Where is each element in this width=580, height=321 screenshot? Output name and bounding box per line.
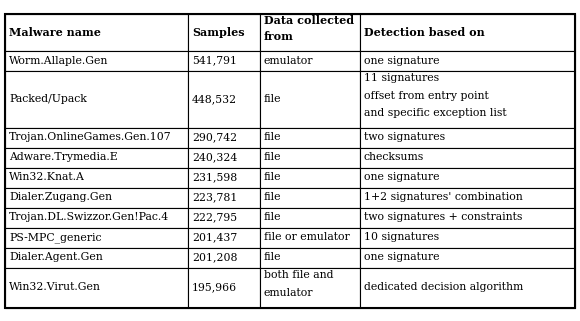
Text: 223,781: 223,781 [192, 193, 237, 203]
Bar [5, 127, 188, 148]
Text: Dialer.Agent.Gen: Dialer.Agent.Gen [9, 253, 103, 263]
Bar [5, 13, 188, 50]
Text: checksums: checksums [364, 152, 424, 162]
Text: dedicated decision algorithm: dedicated decision algorithm [364, 282, 523, 292]
Bar [188, 50, 260, 71]
Bar [360, 247, 575, 267]
Text: one signature: one signature [364, 253, 440, 263]
Text: both file and: both file and [264, 270, 334, 280]
Text: Adware.Trymedia.E: Adware.Trymedia.E [9, 152, 118, 162]
Text: and specific exception list: and specific exception list [364, 108, 506, 118]
Text: two signatures + constraints: two signatures + constraints [364, 213, 523, 222]
Bar [360, 228, 575, 247]
Text: 201,208: 201,208 [192, 253, 237, 263]
Text: 10 signatures: 10 signatures [364, 232, 439, 242]
Bar [360, 187, 575, 207]
Bar [188, 228, 260, 247]
Bar [360, 71, 575, 127]
Bar [188, 187, 260, 207]
Text: 231,598: 231,598 [192, 172, 237, 183]
Bar [360, 207, 575, 228]
Text: 1+2 signatures' combination: 1+2 signatures' combination [364, 193, 523, 203]
Bar [360, 13, 575, 50]
Text: file: file [264, 172, 281, 183]
Text: PS-MPC_generic: PS-MPC_generic [9, 232, 101, 243]
Bar [188, 71, 260, 127]
Bar [5, 187, 188, 207]
Text: emulator: emulator [264, 288, 314, 298]
Text: 541,791: 541,791 [192, 56, 237, 65]
Text: Win32.Virut.Gen: Win32.Virut.Gen [9, 282, 101, 292]
Text: file: file [264, 152, 281, 162]
Text: file: file [264, 213, 281, 222]
Bar [5, 228, 188, 247]
Text: emulator: emulator [264, 56, 314, 65]
Text: file: file [264, 253, 281, 263]
Text: Packed/Upack: Packed/Upack [9, 94, 87, 104]
Bar [260, 247, 360, 267]
Text: file or emulator: file or emulator [264, 232, 350, 242]
Bar [260, 127, 360, 148]
Bar [260, 168, 360, 187]
Bar [188, 247, 260, 267]
Bar [260, 187, 360, 207]
Text: 201,437: 201,437 [192, 232, 237, 242]
Bar [260, 71, 360, 127]
Text: Malware name: Malware name [9, 27, 101, 38]
Bar [5, 267, 188, 308]
Text: 240,324: 240,324 [192, 152, 237, 162]
Bar [260, 267, 360, 308]
Text: 195,966: 195,966 [192, 282, 237, 292]
Bar [188, 168, 260, 187]
Text: 290,742: 290,742 [192, 133, 237, 143]
Text: from: from [264, 31, 294, 42]
Text: Worm.Allaple.Gen: Worm.Allaple.Gen [9, 56, 108, 65]
Text: Win32.Knat.A: Win32.Knat.A [9, 172, 85, 183]
Text: file: file [264, 133, 281, 143]
Bar [260, 228, 360, 247]
Bar [188, 207, 260, 228]
Bar [260, 207, 360, 228]
Bar [188, 127, 260, 148]
Text: Dialer.Zugang.Gen: Dialer.Zugang.Gen [9, 193, 112, 203]
Bar [260, 13, 360, 50]
Text: 11 signatures: 11 signatures [364, 73, 439, 83]
Bar [188, 148, 260, 168]
Bar [188, 13, 260, 50]
Text: Trojan.OnlineGames.Gen.107: Trojan.OnlineGames.Gen.107 [9, 133, 172, 143]
Bar [5, 207, 188, 228]
Bar [260, 148, 360, 168]
Bar [360, 148, 575, 168]
Text: one signature: one signature [364, 56, 440, 65]
Bar [188, 267, 260, 308]
Bar [5, 50, 188, 71]
Bar [5, 148, 188, 168]
Text: 448,532: 448,532 [192, 94, 237, 104]
Text: file: file [264, 94, 281, 104]
Text: Data collected: Data collected [264, 15, 354, 26]
Text: Trojan.DL.Swizzor.Gen!Pac.4: Trojan.DL.Swizzor.Gen!Pac.4 [9, 213, 169, 222]
Bar [360, 127, 575, 148]
Bar [360, 267, 575, 308]
Text: offset from entry point: offset from entry point [364, 91, 489, 100]
Bar [260, 50, 360, 71]
Text: two signatures: two signatures [364, 133, 445, 143]
Bar [360, 168, 575, 187]
Bar [5, 247, 188, 267]
Text: Samples: Samples [192, 27, 245, 38]
Text: one signature: one signature [364, 172, 440, 183]
Bar [5, 71, 188, 127]
Text: 222,795: 222,795 [192, 213, 237, 222]
Bar [5, 168, 188, 187]
Text: Detection based on: Detection based on [364, 27, 485, 38]
Bar [360, 50, 575, 71]
Text: file: file [264, 193, 281, 203]
